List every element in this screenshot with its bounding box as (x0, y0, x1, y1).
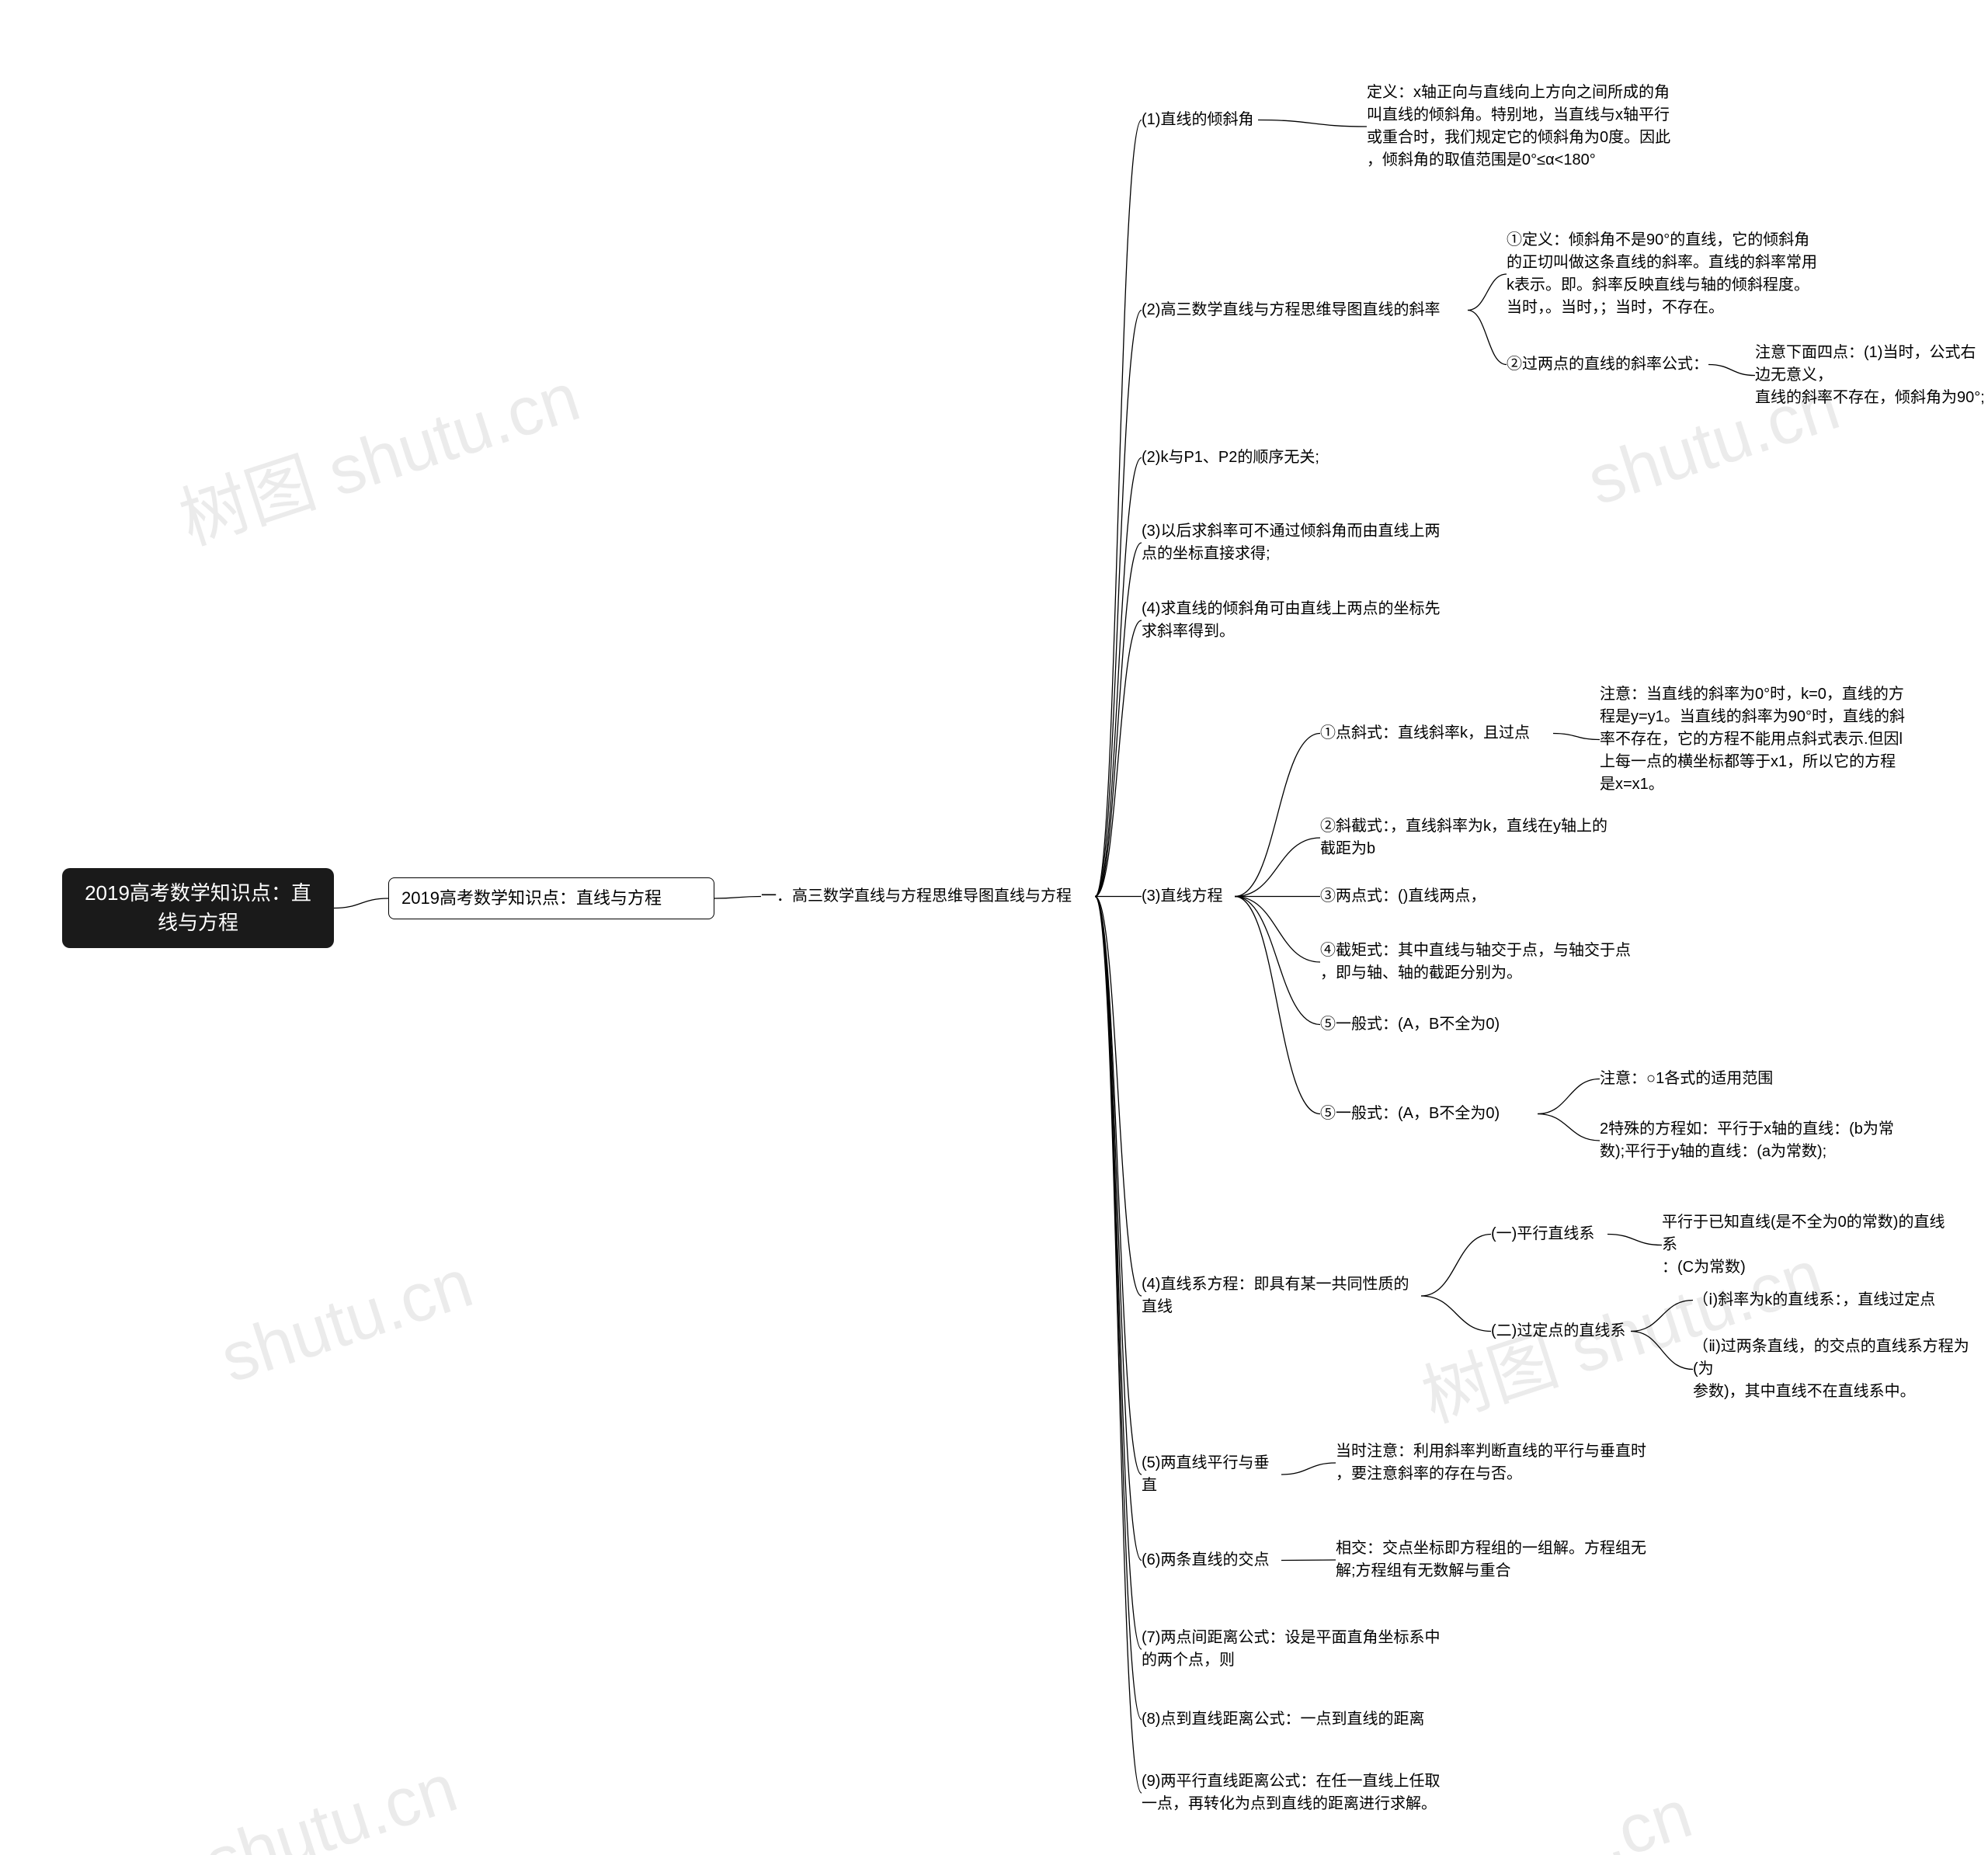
node-n4: (4)求直线的倾斜角可由直线上两点的坐标先 求斜率得到。 (1142, 598, 1452, 643)
watermark: 树图 shutu.cn (165, 342, 589, 564)
node-l2: 一．高三数学直线与方程思维导图直线与方程 (761, 885, 1095, 908)
node-n5d: ④截矩式：其中直线与轴交于点，与轴交于点 ，即与轴、轴的截距分别为。 (1320, 940, 1631, 985)
node-n2b: ②过两点的直线的斜率公式： (1507, 353, 1708, 376)
node-n5an: 注意：当直线的斜率为0°时，k=0，直线的方 程是y=y1。当直线的斜率为90°… (1600, 683, 1926, 796)
node-n2p: (2)k与P1、P2的顺序无关; (1142, 446, 1343, 469)
node-n7: (5)两直线平行与垂直 (1142, 1452, 1281, 1497)
node-n8d: 相交：交点坐标即方程组的一组解。方程组无 解;方程组有无数解与重合 (1336, 1537, 1646, 1582)
node-n3: (3)以后求斜率可不通过倾斜角而由直线上两 点的坐标直接求得; (1142, 520, 1452, 565)
node-n11: (9)两平行直线距离公式：在任一直线上任取 一点，再转化为点到直线的距离进行求解… (1142, 1770, 1468, 1815)
node-n1d: 定义：x轴正向与直线向上方向之间所成的角 叫直线的倾斜角。特别地，当直线与x轴平… (1367, 82, 1708, 172)
watermark: shutu.cn (196, 1748, 466, 1855)
node-n2: (2)高三数学直线与方程思维导图直线的斜率 (1142, 299, 1468, 321)
watermark: .cn (1590, 1773, 1701, 1855)
node-n5f: ⑤一般式：(A，B不全为0) (1320, 1103, 1538, 1125)
node-n5b: ②斜截式：，直线斜率为k，直线在y轴上的 截距为b (1320, 815, 1615, 860)
watermark: shutu.cn (211, 1243, 481, 1398)
node-l1: 2019高考数学知识点：直线与方程 (388, 877, 714, 919)
node-n6b: (二)过定点的直线系 (1491, 1320, 1631, 1343)
node-n5e: ⑤一般式：(A，B不全为0) (1320, 1013, 1538, 1036)
node-n9: (7)两点间距离公式：设是平面直角坐标系中 的两个点，则 (1142, 1627, 1452, 1672)
mindmap-canvas: 树图 shutu.cnshutu.cnshutu.cn树图 shutu.cnsh… (0, 0, 1988, 1855)
node-n5a: ①点斜式：直线斜率k，且过点 (1320, 722, 1553, 745)
node-n10: (8)点到直线距离公式：一点到直线的距离 (1142, 1708, 1437, 1731)
node-n2bn: 注意下面四点：(1)当时，公式右边无意义， 直线的斜率不存在，倾斜角为90°; (1755, 342, 1988, 409)
node-n6a: (一)平行直线系 (1491, 1223, 1607, 1245)
node-n8: (6)两条直线的交点 (1142, 1549, 1281, 1572)
node-n2a: ①定义：倾斜角不是90°的直线，它的倾斜角 的正切叫做这条直线的斜率。直线的斜率… (1507, 229, 1848, 319)
node-n5fn2: 2特殊的方程如：平行于x轴的直线：(b为常 数);平行于y轴的直线：(a为常数)… (1600, 1118, 1910, 1163)
node-n7d: 当时注意：利用斜率判断直线的平行与垂直时 ，要注意斜率的存在与否。 (1336, 1440, 1646, 1485)
node-n6: (4)直线系方程：即具有某一共同性质的直线 (1142, 1273, 1421, 1318)
node-n5c: ③两点式：()直线两点， (1320, 885, 1507, 908)
node-n6b1: （ⅰ)斜率为k的直线系：，直线过定点 (1693, 1289, 1957, 1311)
node-n6b2: （ⅱ)过两条直线，的交点的直线系方程为(为 参数)，其中直线不在直线系中。 (1693, 1336, 1988, 1403)
node-n6an: 平行于已知直线(是不全为0的常数)的直线系 ：(C为常数) (1662, 1211, 1957, 1279)
node-n5: (3)直线方程 (1142, 885, 1235, 908)
node-n5fn1: 注意：○1各式的适用范围 (1600, 1068, 1802, 1090)
node-n1: (1)直线的倾斜角 (1142, 109, 1258, 131)
node-root: 2019高考数学知识点：直 线与方程 (62, 868, 334, 948)
